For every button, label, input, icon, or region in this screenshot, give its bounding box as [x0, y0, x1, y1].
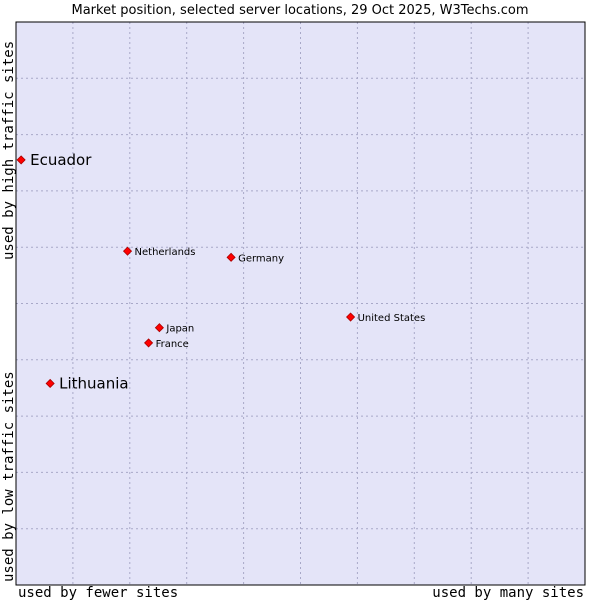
x-axis-label-high: used by many sites: [432, 585, 584, 600]
data-point-germany: Germany: [226, 252, 284, 264]
grid-lines: [16, 22, 585, 585]
point-marker: [45, 378, 55, 389]
chart-title: Market position, selected server locatio…: [71, 3, 528, 18]
data-point-lithuania: Lithuania: [45, 374, 129, 392]
point-label: United States: [358, 313, 426, 324]
point-label: Ecuador: [30, 151, 92, 169]
y-axis-label-low: used by low traffic sites: [1, 371, 17, 582]
point-label: Netherlands: [135, 247, 196, 258]
point-marker: [346, 312, 356, 322]
point-marker: [154, 323, 164, 333]
point-label: Japan: [165, 324, 194, 335]
data-point-united-states: United States: [346, 312, 426, 324]
plot-border: [15, 21, 586, 586]
point-marker: [226, 252, 236, 262]
x-axis-label-low: used by fewer sites: [18, 585, 178, 600]
data-point-japan: Japan: [154, 323, 194, 335]
point-marker: [16, 155, 26, 165]
data-point-netherlands: Netherlands: [122, 246, 196, 258]
point-label: France: [156, 339, 189, 350]
point-marker: [144, 338, 154, 348]
y-axis-label-high: used by high traffic sites: [1, 41, 17, 260]
data-points: Ecuador Netherlands Germany United States Ja…: [16, 151, 426, 392]
point-label: Germany: [238, 253, 284, 264]
point-label: Lithuania: [59, 374, 128, 392]
data-point-ecuador: Ecuador: [16, 151, 92, 169]
data-point-france: France: [144, 338, 189, 350]
point-marker: [122, 246, 133, 256]
